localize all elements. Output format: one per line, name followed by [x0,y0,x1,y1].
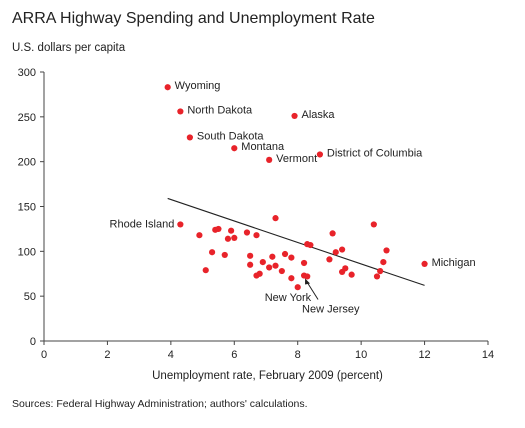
label-south-dakota: South Dakota [197,130,265,142]
data-point [228,227,235,234]
x-tick-label: 14 [482,349,494,361]
point-alaska [291,112,298,120]
label-michigan: Michigan [432,257,476,269]
data-point [339,246,346,253]
point-rhode-island [177,221,184,228]
data-point [221,251,228,259]
data-point [224,235,232,242]
point-new-york [294,284,301,291]
data-point [304,273,311,280]
data-point [288,275,295,282]
arrowhead-new-jersey [305,278,311,285]
data-point [253,272,260,279]
label-north-dakota: North Dakota [187,104,253,116]
data-point [373,273,381,280]
point-district-of-columbia [316,151,324,158]
label-vermont: Vermont [276,153,317,165]
data-point [208,249,216,256]
y-tick-label: 50 [24,291,36,303]
data-point [202,267,209,274]
data-point [307,241,314,249]
data-point [300,259,308,267]
x-tick-label: 12 [418,349,430,361]
x-axis-label: Unemployment rate, February 2009 (percen… [152,370,383,382]
y-tick-label: 0 [30,336,36,348]
data-point [278,267,285,275]
data-point [196,232,203,239]
data-point [266,264,273,271]
data-point [326,256,333,263]
label-rhode-island: Rhode Island [110,218,175,230]
data-point [383,247,390,254]
point-south-dakota [186,134,193,141]
data-point [247,252,254,259]
axes: 0 2 4 6 8 10 12 14 0 50 100 150 200 250 300 [18,67,494,361]
point-north-dakota [177,108,184,115]
label-montana: Montana [241,141,285,153]
data-point [377,267,384,275]
x-tick-label: 10 [355,349,367,361]
point-wyoming [164,84,171,91]
data-point [259,258,266,266]
x-tick-label: 4 [168,349,174,361]
label-alaska: Alaska [302,109,336,121]
data-point [243,229,251,236]
data-point [288,254,295,261]
point-vermont [266,156,273,163]
y-tick-label: 150 [18,202,36,214]
data-point [329,230,336,237]
y-tick-label: 250 [18,112,36,124]
point-labels-group: Wyoming North Dakota Alaska South DakotaMon… [110,80,476,315]
point-montana [231,145,238,152]
data-point [332,249,339,256]
y-tick-label: 200 [18,157,36,169]
data-point [272,262,279,269]
y-tick-label: 300 [18,67,36,79]
x-tick-label: 2 [104,349,110,361]
data-point [247,261,254,268]
x-tick-label: 0 [41,349,47,361]
data-point [380,258,387,266]
x-tick-label: 8 [295,349,301,361]
source-note: Sources: Federal Highway Administration;… [12,398,308,410]
label-district-of-columbia: District of Columbia [327,147,423,159]
label-wyoming: Wyoming [175,80,221,92]
data-point [231,234,238,241]
data-point [339,268,346,276]
y-axis-label: U.S. dollars per capita [12,42,126,54]
data-point [272,215,279,222]
data-point [269,253,276,260]
chart-title: ARRA Highway Spending and Unemployment R… [12,10,375,27]
data-point [215,225,222,233]
point-michigan [421,260,428,267]
data-point [348,271,355,278]
data-point [253,232,260,239]
points-group [164,84,428,291]
data-point [281,250,289,258]
label-new-york: New York [265,292,312,304]
label-new-jersey: New Jersey [302,304,360,316]
data-point [370,221,377,228]
y-tick-label: 100 [18,246,36,258]
x-tick-label: 6 [231,349,237,361]
